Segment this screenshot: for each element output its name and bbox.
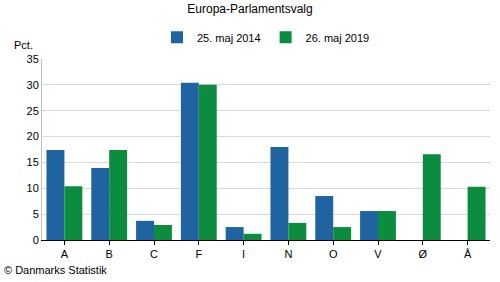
svg-text:C: C — [150, 248, 158, 260]
svg-text:25: 25 — [27, 105, 39, 117]
svg-text:20: 20 — [27, 130, 39, 142]
svg-text:Ø: Ø — [419, 248, 428, 260]
svg-text:15: 15 — [27, 156, 39, 168]
svg-text:Pct.: Pct. — [14, 39, 33, 51]
svg-text:35: 35 — [27, 53, 39, 65]
svg-text:25. maj 2014: 25. maj 2014 — [197, 32, 261, 44]
svg-text:0: 0 — [33, 234, 39, 246]
svg-text:Å: Å — [464, 248, 472, 260]
svg-text:N: N — [284, 248, 292, 260]
svg-text:A: A — [61, 248, 69, 260]
svg-text:F: F — [195, 248, 202, 260]
svg-text:© Danmarks Statistik: © Danmarks Statistik — [4, 264, 107, 276]
svg-text:10: 10 — [27, 182, 39, 194]
svg-text:5: 5 — [33, 208, 39, 220]
svg-text:26. maj 2019: 26. maj 2019 — [306, 32, 370, 44]
svg-text:I: I — [242, 248, 245, 260]
svg-text:O: O — [329, 248, 338, 260]
svg-text:B: B — [106, 248, 113, 260]
svg-text:30: 30 — [27, 79, 39, 91]
svg-text:V: V — [374, 248, 382, 260]
svg-text:Europa-Parlamentsvalg: Europa-Parlamentsvalg — [187, 2, 312, 16]
